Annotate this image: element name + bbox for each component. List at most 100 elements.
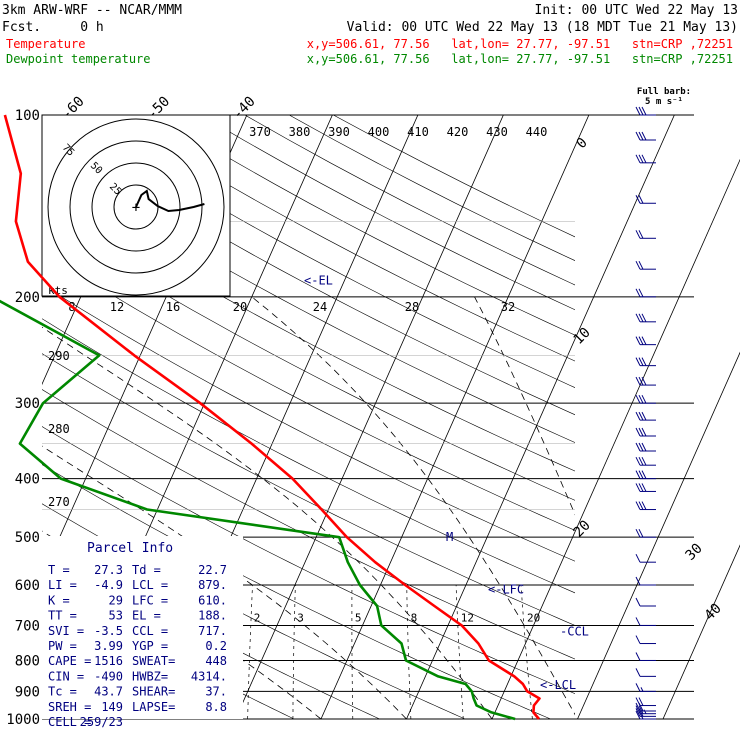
wind-barb	[635, 470, 656, 480]
pressure-labels: 100 200 300 400 500 600 700 800 900 1000	[6, 108, 40, 728]
theta-label: 440	[526, 125, 548, 139]
dry-adiabat-370	[42, 219, 575, 501]
pressure-label: 100	[15, 108, 40, 124]
theta-labels: 370 380 390 400 410 420 430 440 290 280 270	[48, 125, 547, 509]
dewpoint-legend-label: Dewpoint temperature	[6, 52, 151, 66]
parcel-info-cell: 879.	[198, 578, 227, 592]
hodograph-speed-label: 28	[405, 300, 419, 314]
wind-barb	[635, 528, 656, 538]
header: 3km ARW-WRF -- NCAR/MMM Init: 00 UTC Wed…	[2, 3, 738, 66]
dry-adiabat-450	[244, 115, 575, 286]
wind-barb	[635, 652, 656, 661]
parcel-info-cell: 4314.	[191, 669, 227, 683]
dry-adiabat-410	[67, 115, 575, 388]
pressure-label: 300	[15, 396, 40, 412]
wind-barb	[635, 376, 656, 386]
parcel-info-cell: -490	[94, 669, 123, 683]
parcel-info-cell: 448	[205, 654, 227, 668]
level-marker: <-EL	[304, 274, 333, 288]
theta-label: 400	[368, 125, 390, 139]
theta-label: 370	[249, 125, 271, 139]
barb-legend: Full barb: 5 m s⁻¹	[637, 87, 691, 107]
parcel-info-cell: 27.3	[94, 563, 123, 577]
parcel-info-cell: K =	[48, 593, 70, 607]
pressure-label: 500	[15, 530, 40, 546]
hodograph-speed-label: 20	[233, 300, 247, 314]
isotherm-label: -70	[0, 94, 2, 123]
mixing-ratio-label: 5	[355, 611, 362, 624]
parcel-info-cell: SWEAT=	[132, 654, 175, 668]
dry-adiabat-360	[42, 251, 575, 531]
parcel-info-cell: Td =	[132, 563, 161, 577]
parcel-info-cell: 53	[109, 609, 123, 623]
dry-adiabat-310	[42, 426, 575, 694]
wind-barb	[635, 576, 656, 586]
parcel-info-cell: YGP =	[132, 639, 168, 653]
wind-barb	[635, 288, 656, 298]
wind-barb	[635, 260, 656, 270]
wind-barb	[635, 456, 656, 466]
parcel-info-cell: TT =	[48, 609, 77, 623]
wind-barb	[635, 501, 656, 511]
wind-barb	[635, 668, 656, 677]
mixing-ratio-5	[351, 584, 354, 719]
dewpoint-profile	[0, 299, 516, 721]
parcel-info-cell: 3.99	[94, 639, 123, 653]
dry-adiabat-330	[42, 353, 575, 626]
isotherm-label: 40	[702, 601, 725, 624]
dry-adiabat-390	[42, 156, 575, 443]
hodograph-ring	[91, 162, 181, 252]
parcel-info-cell: 1516	[94, 654, 123, 668]
parcel-info-cell: HWBZ=	[132, 669, 168, 683]
parcel-info-cell: -3.5	[94, 624, 123, 638]
parcel-info-cell: 717.	[198, 624, 227, 638]
mixing-ratio-label: 2	[254, 611, 261, 624]
hodograph-trace	[135, 189, 205, 213]
mixing-ratio-label: 8	[411, 611, 418, 624]
isotherm-label: -40	[229, 94, 258, 123]
parcel-info-cell: CELL =	[48, 715, 91, 729]
pressure-label: 700	[15, 618, 40, 634]
mixing-ratio-label: 3	[297, 611, 304, 624]
parcel-info-cell: -4.9	[94, 578, 123, 592]
parcel-info-cell: LI =	[48, 578, 77, 592]
isotherm-40	[662, 544, 740, 719]
wind-barb	[635, 195, 656, 204]
isotherm--10	[235, 115, 504, 719]
level-marker: M	[446, 530, 453, 544]
level-marker: <-LFC	[488, 582, 524, 596]
wind-barb	[635, 553, 656, 563]
parcel-info-cell: 610.	[198, 593, 227, 607]
parcel-info-cell: 37.	[205, 685, 227, 699]
temperature-profile	[3, 114, 541, 720]
pressure-label: 1000	[6, 712, 40, 728]
parcel-info-cell: CAPE =	[48, 654, 91, 668]
wind-barb	[635, 617, 656, 626]
hodograph-ring	[69, 140, 203, 274]
isotherm-10	[406, 115, 675, 719]
pressure-label: 600	[15, 578, 40, 594]
wind-barb	[635, 705, 656, 715]
theta-label: 430	[486, 125, 508, 139]
parcel-info-cell: CIN =	[48, 669, 84, 683]
mixing-ratio-20	[520, 584, 533, 719]
parcel-info-background	[42, 536, 243, 719]
parcel-info-cell: CCL =	[132, 624, 168, 638]
wind-barb	[635, 483, 656, 492]
mixing-ratio-3	[292, 584, 296, 719]
wind-barb	[635, 635, 656, 645]
dry-adiabat-470	[333, 115, 575, 238]
isotherm-20	[491, 158, 740, 719]
theta-label: 410	[407, 125, 429, 139]
dry-adiabat-400	[42, 126, 575, 416]
theta-label: 420	[447, 125, 469, 139]
dry-adiabat-350	[42, 284, 575, 562]
model-title: 3km ARW-WRF -- NCAR/MMM	[2, 3, 182, 18]
parcel-info-cell: 0.2	[205, 639, 227, 653]
isotherm-label: 0	[574, 135, 591, 152]
theta-label-left: 290	[48, 349, 70, 363]
mixing-ratio-8	[406, 584, 412, 719]
wind-barbs	[635, 106, 656, 720]
